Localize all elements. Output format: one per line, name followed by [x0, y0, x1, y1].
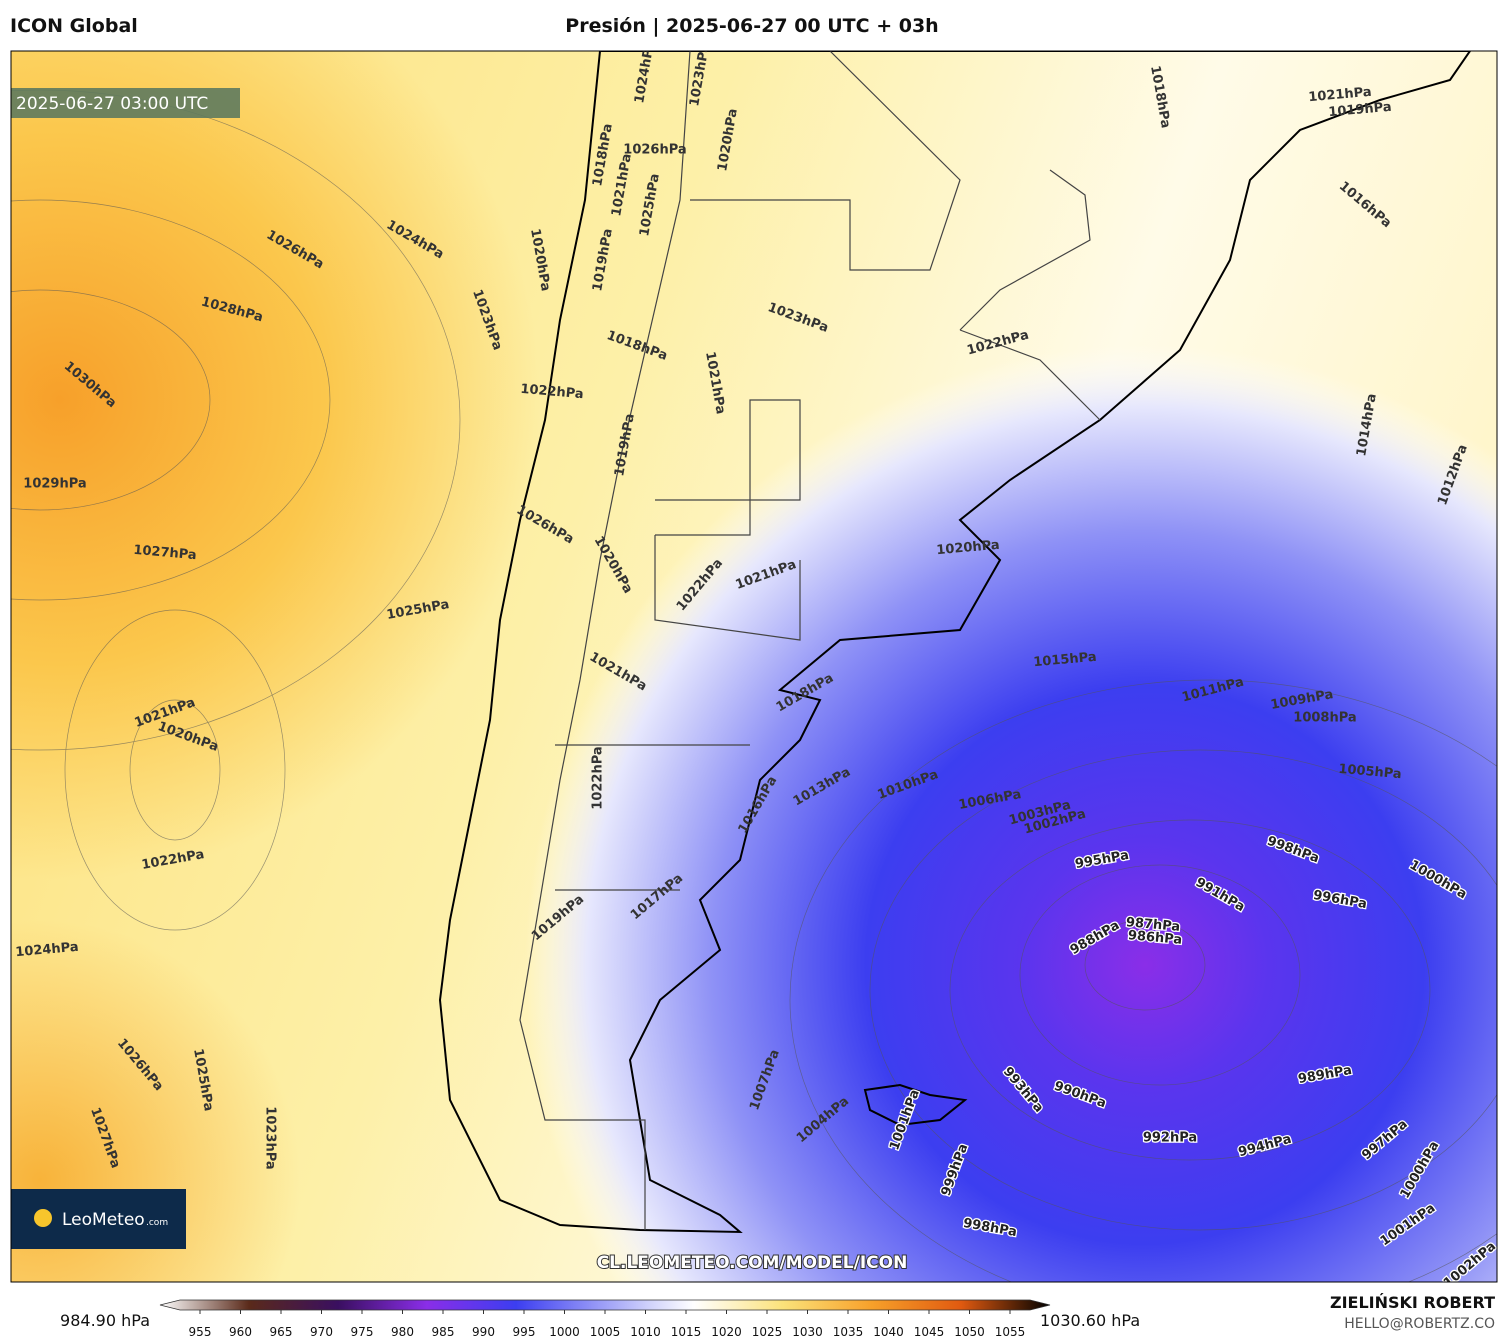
- isobar-label: 1015hPa: [1033, 650, 1097, 670]
- coastline: [438, 51, 1472, 1234]
- email: HELLO@ROBERTZ.CO: [1344, 1316, 1495, 1332]
- colorbar-tick-label: 1025: [752, 1325, 783, 1339]
- colorbar-tick-label: 980: [391, 1325, 414, 1339]
- author: ZIELIŃSKI ROBERT: [1330, 1293, 1495, 1312]
- logo-suffix: .com: [146, 1218, 168, 1228]
- colorbar: [159, 1299, 1051, 1311]
- isobar-label: 1020hPa: [936, 538, 1000, 558]
- isobar-label: 1005hPa: [1338, 762, 1402, 782]
- colorbar-tick-label: 970: [310, 1325, 333, 1339]
- isobar-label: 1022hPa: [520, 382, 584, 402]
- title: Presión | 2025-06-27 00 UTC + 03h: [565, 15, 938, 37]
- isobar-label: 1023hPa: [263, 1106, 278, 1169]
- logo-sun: [34, 1209, 52, 1227]
- isobar-label: 987hPa: [1125, 915, 1180, 935]
- colorbar-tick-label: 1045: [914, 1325, 945, 1339]
- isobar-label: 1024hPa: [15, 940, 79, 960]
- colorbar-tick-label: 965: [270, 1325, 293, 1339]
- colorbar-tick-label: 1005: [590, 1325, 621, 1339]
- falkland-islands: [863, 1083, 968, 1127]
- colorbar-tick-label: 1020: [711, 1325, 742, 1339]
- isobar-label: 986hPa: [1127, 928, 1182, 948]
- isobar-label: 1021hPa: [1308, 85, 1372, 105]
- colorbar-tick-label: 1035: [833, 1325, 864, 1339]
- map-frame: [10, 50, 1498, 1283]
- borders: [519, 51, 1101, 1230]
- model-name: ICON Global: [10, 15, 138, 37]
- colorbar-tick-label: 985: [432, 1325, 455, 1339]
- colorbar-max: 1030.60 hPa: [1040, 1311, 1140, 1330]
- timestamp: 2025-06-27 03:00 UTC: [16, 94, 208, 114]
- colorbar-tick-label: 990: [472, 1325, 495, 1339]
- isobar-label: 1022hPa: [591, 746, 606, 809]
- colorbar-tick-label: 1000: [549, 1325, 580, 1339]
- colorbar-tick-label: 1040: [873, 1325, 904, 1339]
- colorbar-tick-label: 995: [513, 1325, 536, 1339]
- colorbar-tick-label: 1050: [954, 1325, 985, 1339]
- isobar-label: 1026hPa: [623, 143, 686, 158]
- watermark: CL.LEOMETEO.COM/MODEL/ICON: [597, 1253, 908, 1273]
- colorbar-ticks: 955 960 965 970 975 980 985 990 995 1000 1005 1010 1…: [189, 1310, 1026, 1339]
- map: 1026hPa 1024hPa1028hPa1030hPa1029hPa1027h…: [11, 51, 1497, 1282]
- colorbar-tick-label: 1055: [995, 1325, 1026, 1339]
- colorbar-tick-label: 960: [229, 1325, 252, 1339]
- colorbar-tick-label: 955: [189, 1325, 212, 1339]
- isobar-label: 1008hPa: [1293, 711, 1356, 726]
- isobar-label: 1029hPa: [23, 477, 86, 492]
- isobar-label: 992hPa: [1143, 1131, 1197, 1146]
- colorbar-tick-label: 1015: [671, 1325, 702, 1339]
- timestamp-box: [11, 88, 240, 118]
- colorbar-tick-label: 1030: [792, 1325, 823, 1339]
- isobar-label: 1019hPa: [1328, 100, 1392, 120]
- isobar-label: 1027hPa: [133, 543, 197, 563]
- logo-name: LeoMeteo: [62, 1210, 145, 1230]
- colorbar-tick-label: 1010: [630, 1325, 661, 1339]
- colorbar-tick-label: 975: [351, 1325, 374, 1339]
- colorbar-min: 984.90 hPa: [60, 1311, 150, 1330]
